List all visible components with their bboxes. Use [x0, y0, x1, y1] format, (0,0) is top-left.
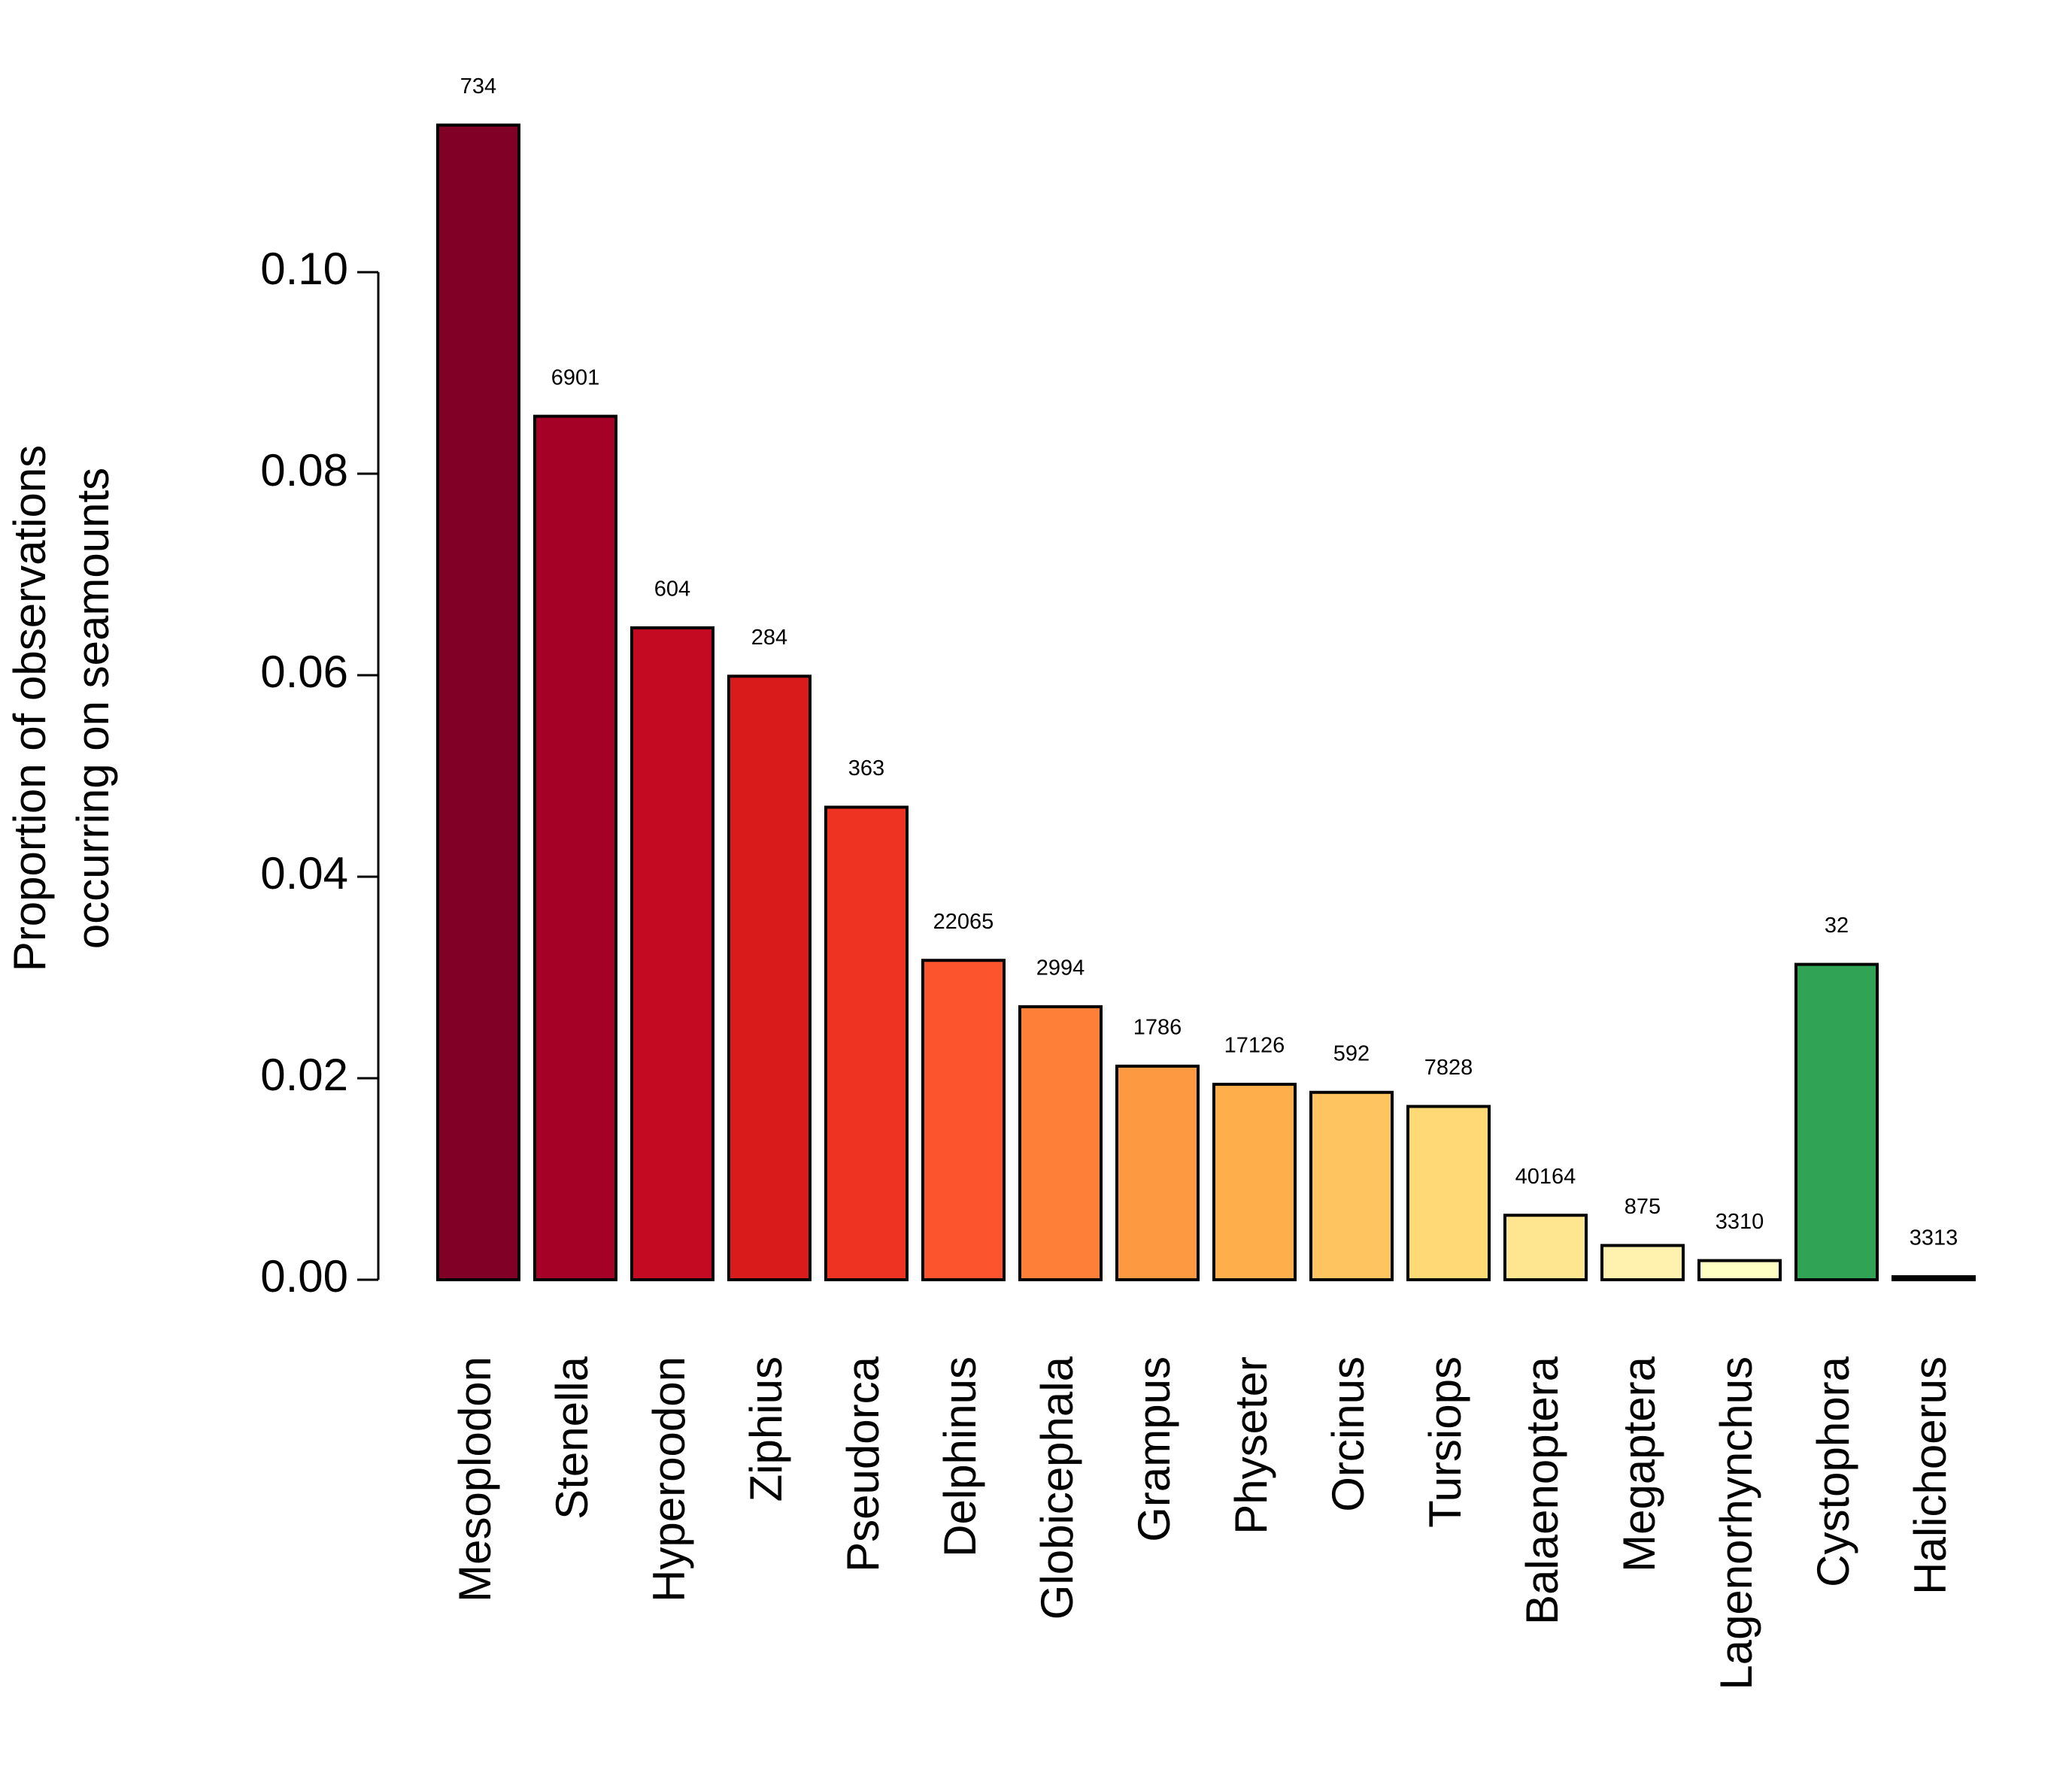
x-tick-label: Delphinus: [935, 1356, 985, 1557]
count-label: 3313: [1910, 1226, 1958, 1250]
x-tick-label: Physeter: [1226, 1356, 1276, 1535]
y-tick-label: 0.02: [260, 1050, 348, 1100]
y-axis-label: Proportion of observations: [5, 445, 55, 971]
bar: [533, 414, 617, 1281]
bar: [921, 959, 1006, 1281]
x-tick-label: Pseudorca: [838, 1356, 888, 1571]
x-tick-label: Tursiops: [1420, 1356, 1470, 1528]
x-tick-label: Globicephala: [1032, 1356, 1082, 1620]
x-tick-label: Mesoplodon: [450, 1356, 500, 1602]
y-tick-label: 0.06: [260, 647, 348, 697]
y-axis-label: occurring on seamounts: [68, 468, 118, 949]
count-label: 604: [654, 577, 690, 602]
count-label: 6901: [551, 365, 600, 389]
x-tick-label: Megaptera: [1614, 1356, 1664, 1571]
bar: [727, 674, 812, 1281]
x-tick-label: Orcinus: [1323, 1356, 1373, 1512]
count-label: 7828: [1424, 1056, 1473, 1080]
bar: [1503, 1214, 1588, 1281]
count-label: 40164: [1515, 1165, 1576, 1189]
y-tick-label: 0.08: [260, 445, 348, 496]
y-tick-label: 0.10: [260, 244, 348, 294]
count-label: 284: [751, 626, 787, 650]
bar: [1600, 1244, 1685, 1281]
count-label: 363: [848, 756, 884, 780]
x-tick-label: Grampus: [1129, 1356, 1179, 1542]
bar: [1018, 1005, 1103, 1281]
x-tick-label: Halichoerus: [1905, 1356, 1955, 1595]
bar: [1115, 1064, 1200, 1282]
count-label: 734: [460, 74, 496, 98]
count-label: 2994: [1036, 956, 1085, 980]
count-label: 592: [1333, 1041, 1370, 1065]
bar: [1212, 1083, 1297, 1282]
x-tick-label: Ziphius: [741, 1356, 791, 1502]
bar: [1794, 962, 1879, 1281]
count-label: 875: [1625, 1195, 1661, 1219]
x-tick-label: Lagenorhynchus: [1711, 1356, 1761, 1690]
y-tick-label: 0.04: [260, 848, 348, 899]
bar: [1406, 1105, 1491, 1282]
count-label: 22065: [933, 910, 994, 934]
bar: [824, 805, 909, 1282]
y-tick-label: 0.00: [260, 1251, 348, 1302]
x-tick-label: Stenella: [547, 1356, 597, 1519]
count-label: 32: [1825, 914, 1849, 938]
bar: [1697, 1259, 1782, 1282]
x-tick-label: Cystophora: [1808, 1356, 1858, 1587]
bar: [1309, 1090, 1394, 1282]
count-label: 3310: [1716, 1210, 1764, 1234]
count-label: 1786: [1133, 1016, 1182, 1040]
bar: [630, 626, 714, 1281]
x-tick-label: Balaenoptera: [1517, 1356, 1567, 1625]
count-label: 17126: [1224, 1034, 1285, 1058]
bar: [1891, 1274, 1976, 1281]
bar: [436, 123, 520, 1282]
x-tick-label: Hyperoodon: [644, 1356, 694, 1602]
